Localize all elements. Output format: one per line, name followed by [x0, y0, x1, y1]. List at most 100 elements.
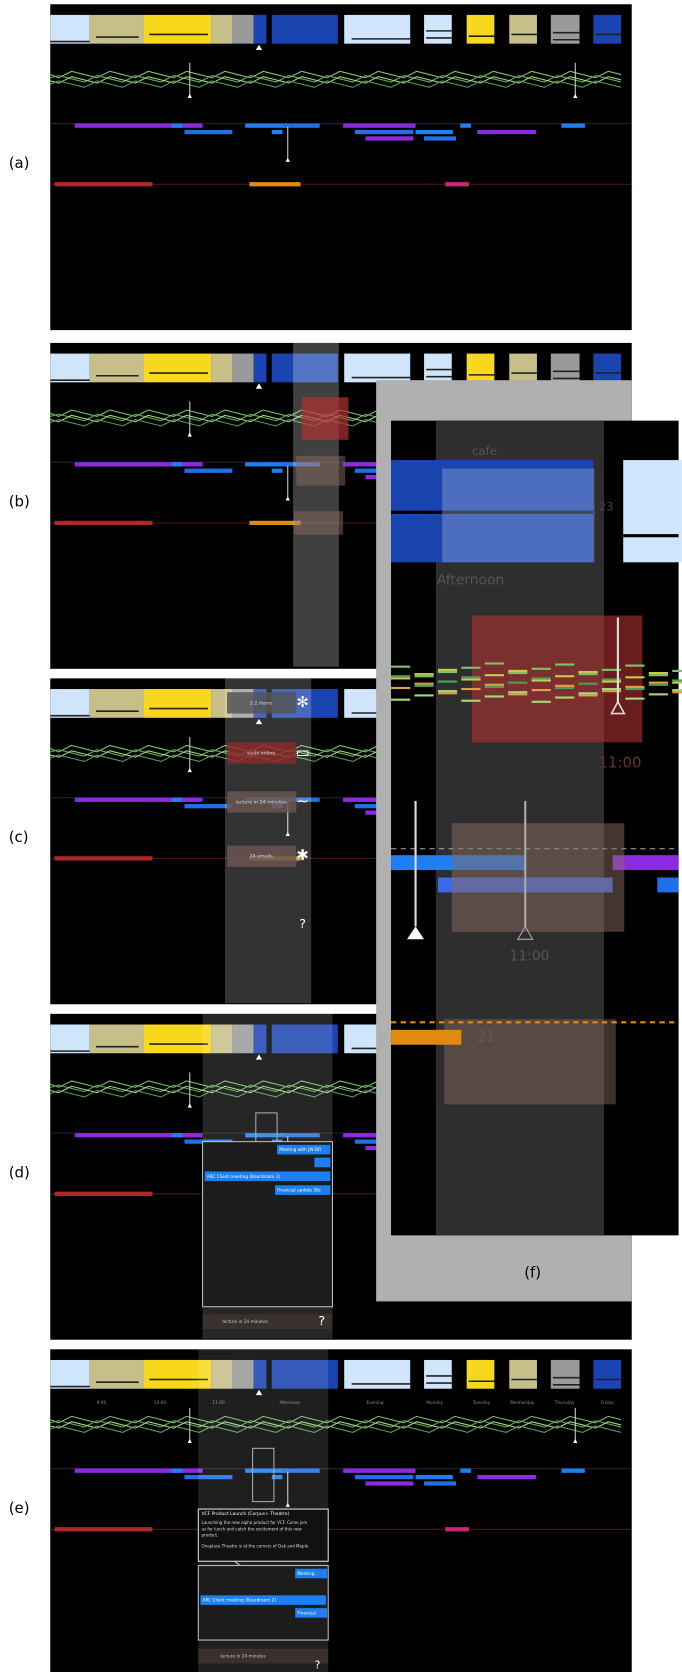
event-bar [354, 1474, 414, 1480]
header-block [424, 1359, 452, 1389]
sparkline-segment [625, 687, 645, 691]
sparkline-segment [555, 675, 575, 678]
sparkline-segment [601, 678, 622, 681]
time-marker [187, 432, 192, 437]
header-marker [255, 1389, 263, 1396]
sparkline [50, 76, 622, 84]
sparkline-segment [531, 679, 551, 682]
card-text: lecture in 24 minutes [236, 799, 287, 805]
sparkline-segment [461, 699, 481, 702]
header-label: Evening [367, 1400, 384, 1406]
sparkline-segment [672, 679, 682, 682]
sparkline-segment [484, 695, 504, 698]
header-block [232, 1359, 254, 1389]
sparkline-segment [414, 682, 434, 685]
time-marker [187, 1438, 192, 1444]
card-icon: ✻ [296, 693, 308, 711]
panel-label: (a) [9, 154, 30, 172]
agenda-event [314, 1157, 331, 1168]
time-marker [573, 1438, 578, 1444]
popup-text: product. [201, 1533, 218, 1538]
sparkline-segment [437, 680, 458, 683]
agenda-text: Financial update (Bo [277, 1188, 321, 1194]
agenda-text: ARC Client meeting (Boardroom 2) [203, 1598, 277, 1604]
header-marker [255, 44, 263, 51]
sparkline-segment [391, 675, 411, 678]
event-bar [171, 123, 183, 128]
sparkline-segment [578, 682, 598, 685]
header-label: Monday [426, 1400, 443, 1406]
header-block [623, 460, 682, 563]
sparkline-segment [555, 684, 575, 687]
sparkline-segment [437, 692, 458, 695]
event-bar [184, 129, 233, 135]
event-bar [271, 129, 283, 135]
panel-label: (f) [524, 1264, 541, 1282]
sparkline [50, 70, 622, 79]
sparkline-segment [508, 671, 528, 675]
header-block [143, 1359, 212, 1389]
sparkline-segment [508, 681, 528, 684]
sparkline-segment [414, 675, 434, 678]
header-block [466, 1359, 495, 1389]
event-bar [171, 1133, 183, 1138]
sparkline-segment [414, 694, 434, 697]
event-bar [74, 462, 203, 467]
selection [252, 1447, 275, 1503]
sparkline-segment [578, 673, 598, 676]
agenda-event [204, 1171, 331, 1182]
event-bar [249, 520, 301, 526]
zoom-label: cafe [472, 444, 497, 458]
sparkline [50, 75, 622, 83]
hover-box [442, 468, 595, 563]
sparkline-segment [555, 663, 575, 666]
header-block [550, 14, 580, 44]
header-block [143, 14, 212, 44]
zoom-label: 21 [477, 1029, 495, 1045]
sparkline-segment [437, 668, 458, 671]
sparkline-segment [391, 698, 411, 701]
time-marker [285, 831, 290, 836]
event-bar [365, 1481, 414, 1486]
panel-label: (e) [9, 1499, 30, 1517]
event-bar [365, 136, 414, 141]
header-block [424, 353, 452, 383]
header-block [50, 689, 90, 718]
event-bar [74, 123, 203, 128]
focus-column [293, 342, 339, 667]
header-block [253, 1024, 267, 1054]
highlight [444, 1019, 616, 1105]
zoom-label: Afternoon [437, 572, 504, 588]
time-marker [285, 157, 290, 162]
sparkline [50, 1421, 622, 1429]
time-marker [187, 767, 192, 773]
time-marker [187, 1103, 192, 1108]
sparkline-segment [461, 676, 481, 679]
sparkline-segment [391, 677, 411, 680]
event-bar [184, 468, 233, 473]
event-bar [343, 123, 416, 128]
header-label: Afternoon [280, 1400, 301, 1406]
header-block [466, 14, 495, 44]
header-block [466, 353, 495, 383]
header-block [89, 14, 144, 44]
sparkline-segment [672, 681, 682, 684]
sparkline-segment [531, 677, 551, 680]
highlight [451, 823, 625, 932]
event-bar [477, 1474, 536, 1480]
header-block [271, 14, 338, 44]
sparkline-segment [648, 671, 668, 675]
header-label: 11:00 [212, 1400, 225, 1406]
sparkline-segment [672, 689, 682, 692]
header-block [550, 1359, 580, 1389]
header-block [232, 353, 254, 383]
event-bar [74, 1468, 203, 1473]
time-marker [407, 926, 425, 940]
event-bar [54, 1191, 153, 1196]
header-label: Thursday [554, 1400, 575, 1406]
event-bar [561, 1468, 585, 1473]
event-bar [561, 123, 585, 128]
agenda-text: Financial [297, 1610, 316, 1616]
card-icon: ▭ [296, 743, 310, 761]
